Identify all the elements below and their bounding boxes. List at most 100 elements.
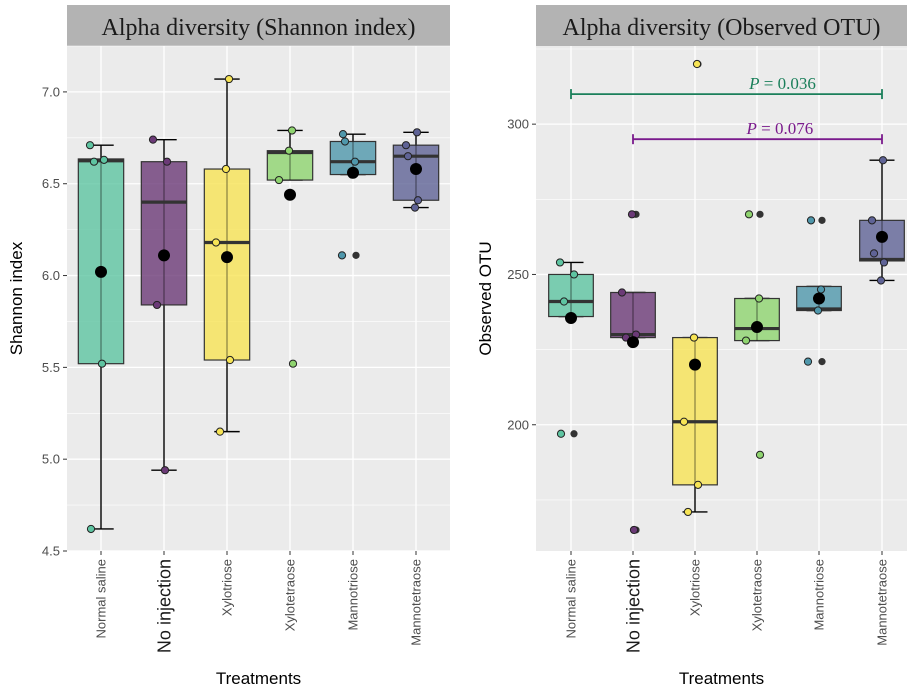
x-tick-label: Mannotriose	[812, 559, 827, 631]
x-axis-title: Treatments	[679, 669, 764, 688]
data-point	[754, 294, 764, 303]
y-tick-label: 5.5	[42, 360, 60, 375]
data-point	[679, 417, 689, 426]
data-point	[287, 126, 297, 135]
x-tick-label: Normal saline	[94, 559, 109, 638]
p-value-label: P = 0.036	[748, 74, 816, 93]
plot-background	[67, 46, 450, 551]
y-tick-label: 6.0	[42, 268, 60, 283]
mean-point	[410, 163, 422, 176]
data-point	[813, 306, 823, 315]
p-value: = 0.076	[757, 119, 813, 138]
y-tick-label: 6.5	[42, 176, 60, 191]
data-point	[211, 238, 221, 247]
mean-point	[751, 321, 763, 334]
data-point	[692, 59, 702, 69]
significance-annotation: P = 0.036	[570, 74, 883, 100]
y-tick-label: 4.5	[42, 544, 60, 559]
data-point	[99, 155, 109, 164]
data-point	[803, 357, 813, 366]
data-point	[683, 507, 693, 517]
x-tick-label: Xylotetraose	[750, 559, 765, 631]
data-point	[806, 216, 816, 225]
data-point	[221, 164, 231, 174]
y-axis-title: Observed OTU	[476, 241, 495, 355]
data-point	[410, 203, 420, 212]
data-point	[741, 336, 751, 345]
mean-point	[813, 292, 825, 305]
box-group-3	[734, 210, 780, 459]
data-point	[556, 429, 566, 438]
panel-title: Alpha diversity (Shannon index)	[102, 15, 416, 41]
mean-point	[876, 230, 888, 243]
y-tick-label: 300	[507, 117, 529, 132]
outlier-point	[570, 430, 578, 438]
data-point	[274, 175, 284, 185]
box-group-5	[859, 156, 905, 285]
y-axis-title: Shannon index	[7, 241, 26, 355]
data-point	[629, 525, 639, 535]
panel-2: Alpha diversity (Observed OTU) 200 250 300 P…	[476, 5, 907, 688]
box-group-0	[548, 258, 594, 438]
x-tick-label: Xylotetraose	[283, 559, 298, 631]
data-point	[85, 141, 95, 150]
data-point	[867, 216, 877, 225]
data-point	[627, 210, 637, 219]
mean-point	[158, 249, 170, 262]
data-point	[879, 258, 889, 267]
data-point	[288, 359, 298, 368]
data-point	[152, 300, 162, 310]
data-point	[225, 355, 235, 365]
data-point	[337, 251, 347, 260]
data-point	[162, 157, 172, 166]
outlier-point	[818, 358, 826, 366]
p-value-label: P = 0.076	[746, 119, 814, 138]
data-point	[755, 450, 765, 459]
outlier-point	[818, 216, 826, 224]
data-point	[689, 333, 699, 342]
data-point	[160, 466, 170, 475]
data-point	[878, 156, 888, 165]
data-point	[744, 210, 754, 219]
data-point	[284, 146, 294, 155]
box-group-3	[266, 126, 314, 368]
x-tick-label: Mannotriose	[346, 559, 361, 631]
data-point	[338, 130, 348, 139]
x-tick-label: Mannotetraose	[875, 559, 890, 646]
data-point	[97, 359, 107, 368]
y-tick-label: 200	[507, 417, 529, 432]
x-tick-label: No injection	[623, 559, 643, 653]
mean-point	[95, 265, 107, 278]
significance-annotation: P = 0.076	[632, 119, 883, 145]
box-group-4	[329, 130, 377, 260]
data-point	[401, 141, 411, 150]
data-point	[215, 427, 225, 436]
data-point	[86, 524, 96, 534]
box-group-2	[203, 74, 251, 436]
box-group-2	[672, 59, 718, 517]
data-point	[869, 249, 879, 258]
data-point	[413, 196, 423, 205]
data-point	[403, 152, 413, 161]
panel-1: Alpha diversity (Shannon index) 4.5 5.0 5.5…	[7, 5, 450, 688]
box-group-1	[610, 210, 656, 535]
x-tick-label: Xylotriose	[220, 559, 235, 616]
mean-point	[284, 188, 296, 201]
panel-strip	[67, 5, 450, 46]
data-point	[816, 285, 826, 294]
p-symbol: P	[746, 119, 757, 138]
box-group-0	[77, 141, 125, 534]
data-point	[148, 135, 158, 144]
data-point	[693, 480, 703, 489]
x-axis-title: Treatments	[216, 669, 301, 688]
p-value: = 0.036	[760, 74, 816, 93]
mean-point	[565, 312, 577, 325]
y-tick-label: 250	[507, 267, 529, 282]
p-symbol: P	[748, 74, 759, 93]
outlier-point	[756, 210, 764, 218]
x-tick-label: Xylotriose	[688, 559, 703, 616]
outlier-point	[352, 251, 360, 259]
data-point	[617, 288, 627, 297]
panel-strip	[536, 5, 907, 46]
data-point	[876, 276, 886, 285]
